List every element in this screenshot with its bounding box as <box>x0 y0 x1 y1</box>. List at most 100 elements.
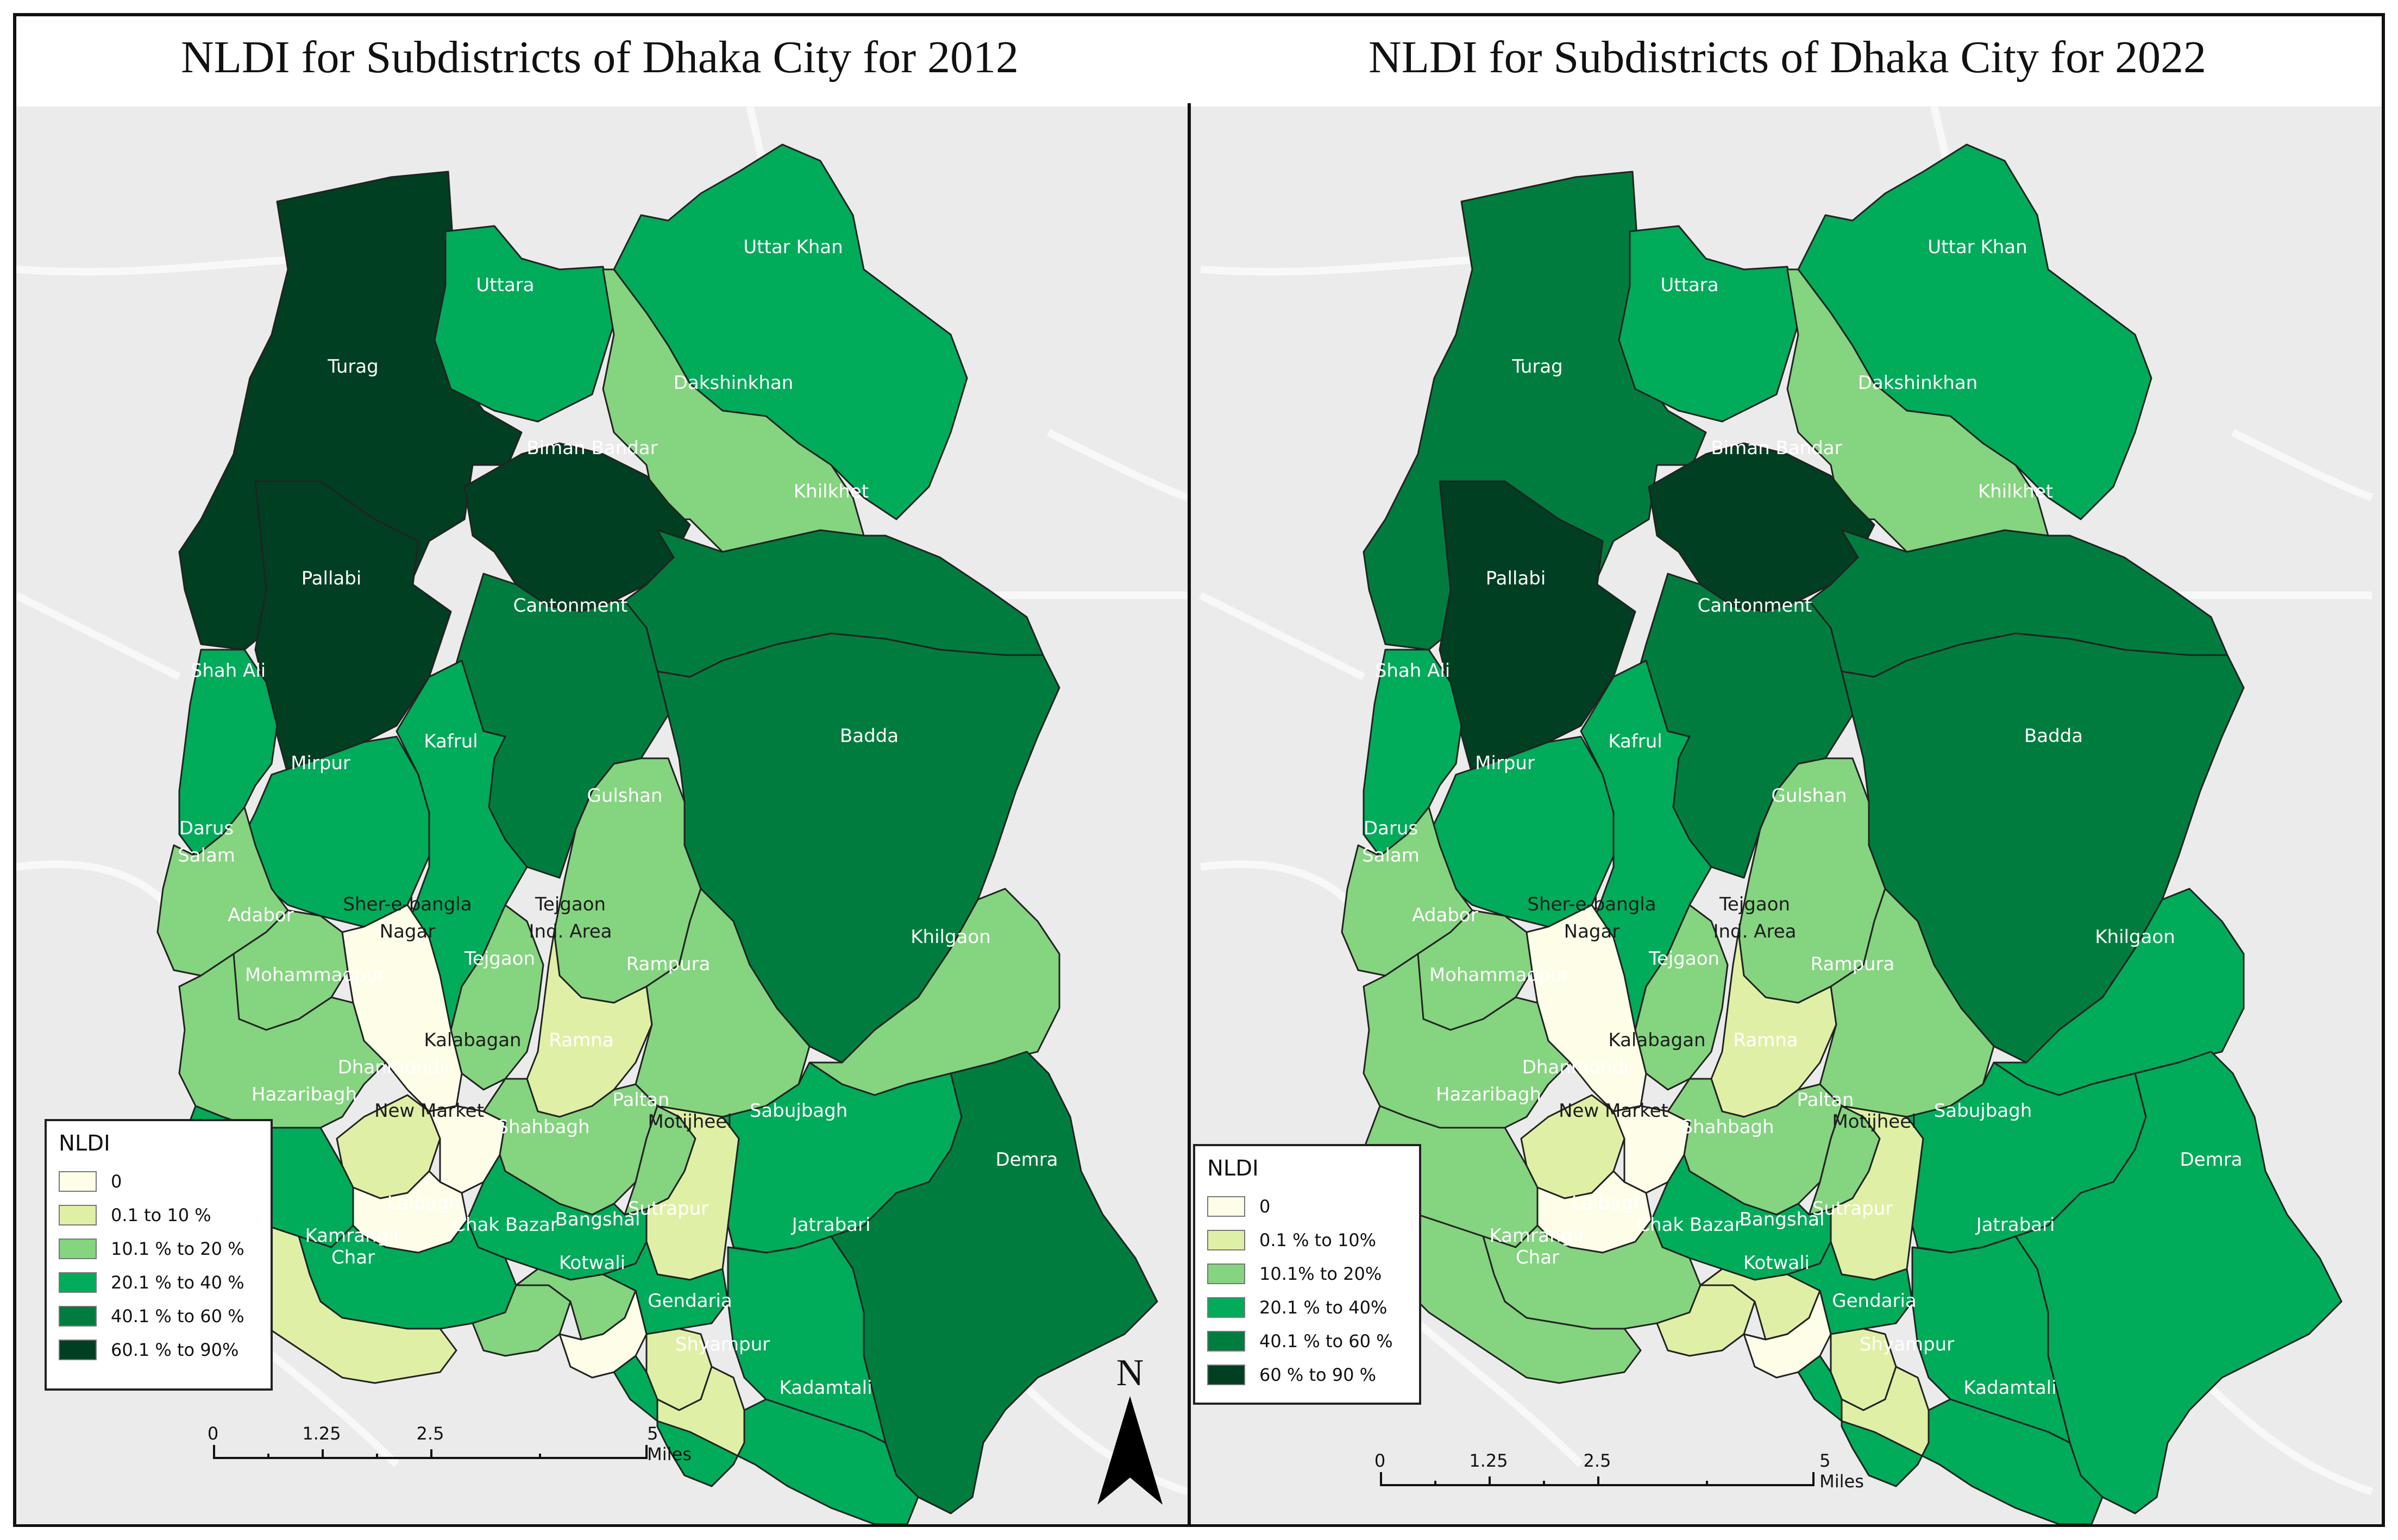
district-kadamtali <box>1797 1355 2104 1524</box>
background-road <box>1046 429 1188 501</box>
scale-tick <box>430 1449 432 1459</box>
legend-item: 0.1 % to 10% <box>1207 1223 1407 1257</box>
district-label-ramna: Ramna <box>549 1029 613 1051</box>
district-label-new-market: New Market <box>374 1100 484 1122</box>
district-label-char: Char <box>1516 1247 1559 1268</box>
district-label-sutrapur: Sutrapur <box>628 1198 708 1220</box>
district-label-motijheel: Motijheel <box>648 1111 732 1133</box>
legend-label: 10.1% to 20% <box>1259 1264 1382 1284</box>
district-label-nagar: Nagar <box>380 921 436 942</box>
legend-swatch <box>59 1171 97 1192</box>
district-label-gulshan: Gulshan <box>587 785 663 807</box>
legend-item: 40.1 % to 60 % <box>1207 1324 1407 1358</box>
scale-tick <box>1489 1476 1491 1486</box>
district-label-badda: Badda <box>2024 725 2083 747</box>
district-label-biman-bandar: Biman Bandar <box>1711 437 1842 459</box>
legend-item: 60.1 % to 90% <box>59 1333 259 1367</box>
district-chak-bazar <box>472 1284 572 1357</box>
district-label-khilkhet: Khilkhet <box>1978 481 2053 502</box>
district-label-tejgaon: Tejgaon <box>464 948 535 970</box>
scale-tick <box>213 1445 215 1459</box>
district-label-gulshan: Gulshan <box>1772 785 1847 807</box>
district-chak-bazar <box>1656 1284 1756 1357</box>
legend-label: 40.1 % to 60 % <box>111 1306 244 1327</box>
legend-2012: NLDI 0 0.1 to 10 % 10.1 % to 20 % 20.1 %… <box>45 1119 273 1391</box>
district-label-shyampur: Shyampur <box>1860 1334 1954 1355</box>
district-label-salam: Salam <box>1362 845 1420 866</box>
district-label-tejgaon: Tejgaon <box>1648 948 1719 970</box>
district-label-char: Char <box>331 1247 375 1268</box>
scale-tick <box>267 1454 269 1459</box>
legend-label: 40.1 % to 60 % <box>1259 1331 1393 1352</box>
district-demra <box>2014 1051 2343 1514</box>
scale-tick <box>1706 1481 1708 1486</box>
district-label-bangshal: Bangshal <box>555 1209 641 1230</box>
district-label-khilgaon: Khilgaon <box>2095 926 2175 948</box>
north-arrow-shape <box>1097 1396 1163 1505</box>
district-label-pallabi: Pallabi <box>1486 568 1546 589</box>
legend-swatch <box>59 1272 97 1293</box>
district-label-demra: Demra <box>2180 1149 2242 1171</box>
scale-label: 0 <box>207 1423 219 1444</box>
district-label-sabujbagh: Sabujbagh <box>1934 1100 2032 1122</box>
legend-item: 0 <box>59 1165 259 1198</box>
district-label-lalbagh: Lalbagh <box>1572 1192 1645 1214</box>
legend-label: 0.1 to 10 % <box>111 1205 211 1225</box>
legend-item: 60 % to 90 % <box>1207 1358 1407 1392</box>
district-label-shah-ali: Shah Ali <box>1375 660 1450 682</box>
district-kamrangir-char <box>1363 1186 1642 1384</box>
scale-label: 1.25 <box>1469 1450 1508 1471</box>
district-label-ind-area: Ind. Area <box>1713 921 1796 942</box>
district-label-kotwali: Kotwali <box>559 1252 625 1274</box>
north-arrow: N <box>1092 1347 1168 1510</box>
legend-label: 20.1 % to 40 % <box>111 1272 244 1293</box>
legend-swatch <box>1207 1331 1245 1352</box>
map-svg-2012: Turag Uttara Uttar Khan Dakshinkhan Biman Ba… <box>16 106 1188 1524</box>
district-label-dhanmondi: Dhanmondi <box>1522 1057 1629 1078</box>
district-label-paltan: Paltan <box>613 1089 670 1111</box>
district-pallabi <box>254 480 452 776</box>
scale-label: 2.5 <box>416 1423 444 1444</box>
district-label-shahbagh: Shahbagh <box>1681 1116 1774 1138</box>
district-label-ind-area: Ind. Area <box>529 921 612 942</box>
district-label-chak-bazar: Chak Bazar <box>453 1214 557 1236</box>
scale-label: 2.5 <box>1583 1450 1611 1471</box>
district-kadamtali <box>613 1355 919 1524</box>
district-label-mohammadpur: Mohammadpur <box>245 964 385 986</box>
scale-tick <box>645 1445 648 1459</box>
district-label-shyampur: Shyampur <box>675 1334 770 1355</box>
scale-tick <box>376 1454 378 1459</box>
scale-tick <box>322 1449 324 1459</box>
legend-label: 0 <box>111 1171 122 1192</box>
background-road <box>2231 429 2374 501</box>
district-uttara <box>434 225 615 423</box>
background-road <box>16 592 181 681</box>
scale-bar-2012: 0 1.25 2.5 5 Miles <box>208 1423 692 1472</box>
district-shahbagh <box>1650 1154 1832 1281</box>
district-label-shah-ali: Shah Ali <box>191 660 266 682</box>
district-label-dhanmondi: Dhanmondi <box>338 1057 445 1078</box>
legend-title: NLDI <box>1207 1156 1259 1181</box>
background-road <box>1198 592 1366 681</box>
district-tejgaon <box>1634 904 1729 1091</box>
legend-swatch <box>59 1306 97 1327</box>
district-label-kadamtali: Kadamtali <box>1963 1377 2056 1399</box>
district-label-mohammadpur: Mohammadpur <box>1429 964 1570 986</box>
district-label-jatrabari: Jatrabari <box>1975 1214 2055 1236</box>
district-pallabi <box>1439 480 1636 776</box>
district-label-khilkhet: Khilkhet <box>794 481 869 502</box>
panel-divider <box>1188 103 1191 1527</box>
legend-swatch <box>1207 1264 1245 1284</box>
map-svg-2022: Turag Uttara Uttar Khan Dakshinkhan Biman Ba… <box>1198 106 2374 1524</box>
district-label-dakshinkhan: Dakshinkhan <box>674 372 794 394</box>
district-label-hazaribagh: Hazaribagh <box>252 1084 357 1105</box>
scale-tick <box>1597 1476 1599 1486</box>
map-title-2022: NLDI for Subdistricts of Dhaka City for … <box>1368 32 2207 83</box>
district-label-kadamtali: Kadamtali <box>779 1377 872 1399</box>
district-label-khilgaon: Khilgaon <box>911 926 991 948</box>
district-label-paltan: Paltan <box>1797 1089 1854 1111</box>
scale-tick <box>1812 1472 1815 1486</box>
district-label-uttara: Uttara <box>476 274 534 296</box>
district-label-hazaribagh: Hazaribagh <box>1436 1084 1541 1105</box>
district-label-motijheel: Motijheel <box>1832 1111 1916 1133</box>
